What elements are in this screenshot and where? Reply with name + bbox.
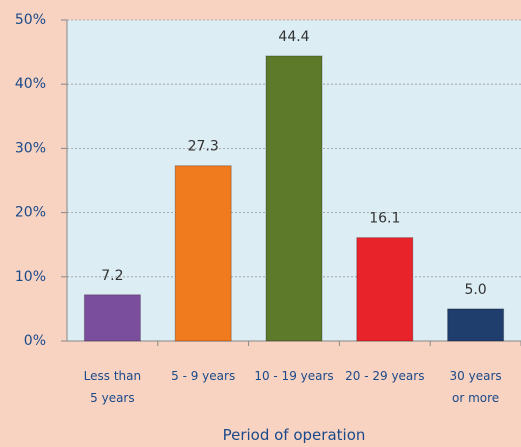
bar [83, 294, 141, 342]
y-tick-label: 30% [15, 140, 46, 156]
bar [447, 308, 505, 342]
bar [174, 165, 232, 342]
bar [356, 237, 414, 342]
x-tick-label: 5 - 9 years [171, 369, 236, 383]
value-label: 44.4 [278, 29, 309, 45]
y-tick-label: 0% [24, 333, 46, 349]
x-tick-label: 30 years or more [449, 369, 502, 405]
x-tick-label: 10 - 19 years [254, 369, 334, 383]
x-tick-label: 20 - 29 years [345, 369, 425, 383]
y-tick-label: 20% [15, 205, 46, 221]
value-label: 5.0 [464, 282, 486, 298]
y-tick-label: 50% [15, 12, 46, 28]
bar [265, 55, 323, 342]
value-label: 7.2 [101, 268, 123, 284]
y-tick-label: 40% [15, 76, 46, 92]
value-label: 27.3 [188, 139, 219, 155]
value-label: 16.1 [369, 211, 400, 227]
x-axis-title: Period of operation [222, 426, 366, 444]
y-tick-label: 10% [15, 269, 46, 285]
x-tick-label: Less than 5 years [83, 369, 142, 405]
